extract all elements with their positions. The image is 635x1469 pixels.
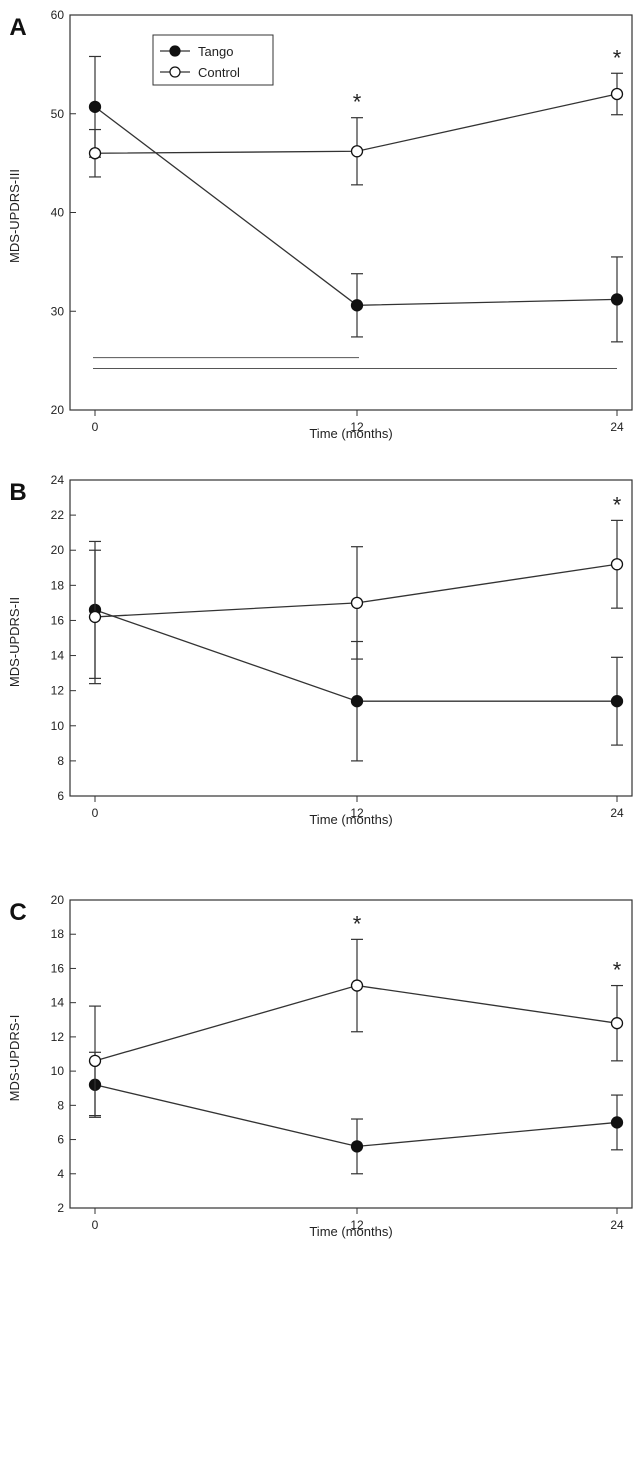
data-point-filled [350, 299, 364, 312]
x-tick-label: 0 [92, 806, 99, 820]
series-line [94, 609, 617, 702]
y-tick-label: 20 [51, 543, 65, 557]
x-axis-label: Time (months) [309, 426, 392, 441]
y-tick-label: 2 [57, 1201, 64, 1215]
panel-B: B 6 8 10 12 14 16 18 20 22 24 0 12 24 Time (months) MDS… [7, 473, 633, 827]
significance-star: * [613, 45, 622, 70]
data-point-filled [350, 695, 364, 708]
data-point-open [88, 147, 102, 160]
data-point-open [88, 1054, 102, 1067]
series-tango [88, 540, 624, 762]
x-axis-label: Time (months) [309, 812, 392, 827]
y-axis-label: MDS-UPDRS-I [7, 1015, 22, 1102]
y-tick-label: 18 [51, 927, 65, 941]
series-line [94, 106, 618, 306]
significance-star: * [613, 958, 622, 983]
x-tick-label: 0 [92, 420, 99, 434]
y-tick-label: 14 [51, 996, 65, 1010]
y-tick-label: 8 [57, 1098, 64, 1112]
data-point-open [610, 87, 624, 101]
data-point-open [350, 596, 364, 610]
series-line [94, 1084, 618, 1148]
y-tick-label: 14 [51, 649, 65, 663]
x-tick-label: 12 [350, 806, 364, 820]
y-tick-label: 12 [51, 684, 65, 698]
panel-label: B [9, 479, 26, 506]
x-tick-label: 0 [92, 1218, 99, 1232]
y-tick-label: 6 [57, 789, 64, 803]
plot-frame [69, 899, 633, 1209]
series-line [94, 563, 618, 618]
series-control [88, 519, 624, 685]
x-tick-label: 24 [610, 806, 624, 820]
legend: Tango Control [152, 34, 274, 86]
series-tango [88, 1051, 624, 1175]
data-point-open [610, 558, 624, 571]
significance-star: * [353, 90, 362, 115]
legend-label-tango: Tango [198, 44, 233, 59]
y-tick-label: 60 [51, 8, 65, 22]
panel-A: A 20 30 40 50 60 0 12 24 Time (months) MDS-UPDRS-I… [7, 8, 633, 441]
x-tick-label: 24 [610, 1218, 624, 1232]
y-tick-label: 10 [51, 719, 65, 733]
legend-label-control: Control [198, 65, 240, 80]
x-axis-label: Time (months) [309, 1224, 392, 1239]
y-axis-label: MDS-UPDRS-III [7, 169, 22, 263]
data-point-open [350, 145, 364, 158]
data-point-filled [610, 293, 624, 306]
x-tick-label: 12 [350, 1218, 364, 1232]
y-tick-label: 40 [51, 206, 65, 220]
legend-marker-control [169, 66, 181, 78]
data-point-open [610, 1017, 624, 1030]
y-tick-label: 6 [57, 1133, 64, 1147]
data-point-open [88, 610, 102, 624]
y-tick-label: 16 [51, 613, 65, 627]
y-tick-label: 10 [51, 1064, 65, 1078]
y-axis-label: MDS-UPDRS-II [7, 597, 22, 687]
y-tick-label: 20 [51, 403, 65, 417]
panel-label: A [9, 14, 26, 41]
legend-marker-tango [169, 45, 181, 57]
y-tick-label: 8 [57, 754, 64, 768]
x-tick-label: 12 [350, 420, 364, 434]
data-point-filled [350, 1140, 364, 1153]
y-tick-label: 16 [51, 961, 65, 975]
y-tick-label: 12 [51, 1030, 65, 1044]
data-point-filled [610, 1116, 624, 1129]
panel-label: C [9, 899, 26, 926]
y-tick-label: 22 [51, 508, 65, 522]
series-control [88, 72, 624, 186]
series-control [88, 938, 624, 1117]
data-point-filled [610, 695, 624, 708]
y-tick-label: 20 [51, 893, 65, 907]
x-tick-label: 24 [610, 420, 624, 434]
y-tick-label: 50 [51, 107, 65, 121]
series-tango [88, 55, 624, 343]
plot-frame [69, 479, 633, 797]
y-tick-label: 30 [51, 304, 65, 318]
significance-star: * [353, 911, 362, 936]
y-tick-label: 4 [57, 1167, 64, 1181]
significance-star: * [613, 492, 622, 517]
data-point-open [350, 979, 364, 992]
y-tick-label: 24 [51, 473, 65, 487]
y-tick-label: 18 [51, 578, 65, 592]
series-line [94, 984, 618, 1062]
data-point-filled [88, 100, 102, 113]
